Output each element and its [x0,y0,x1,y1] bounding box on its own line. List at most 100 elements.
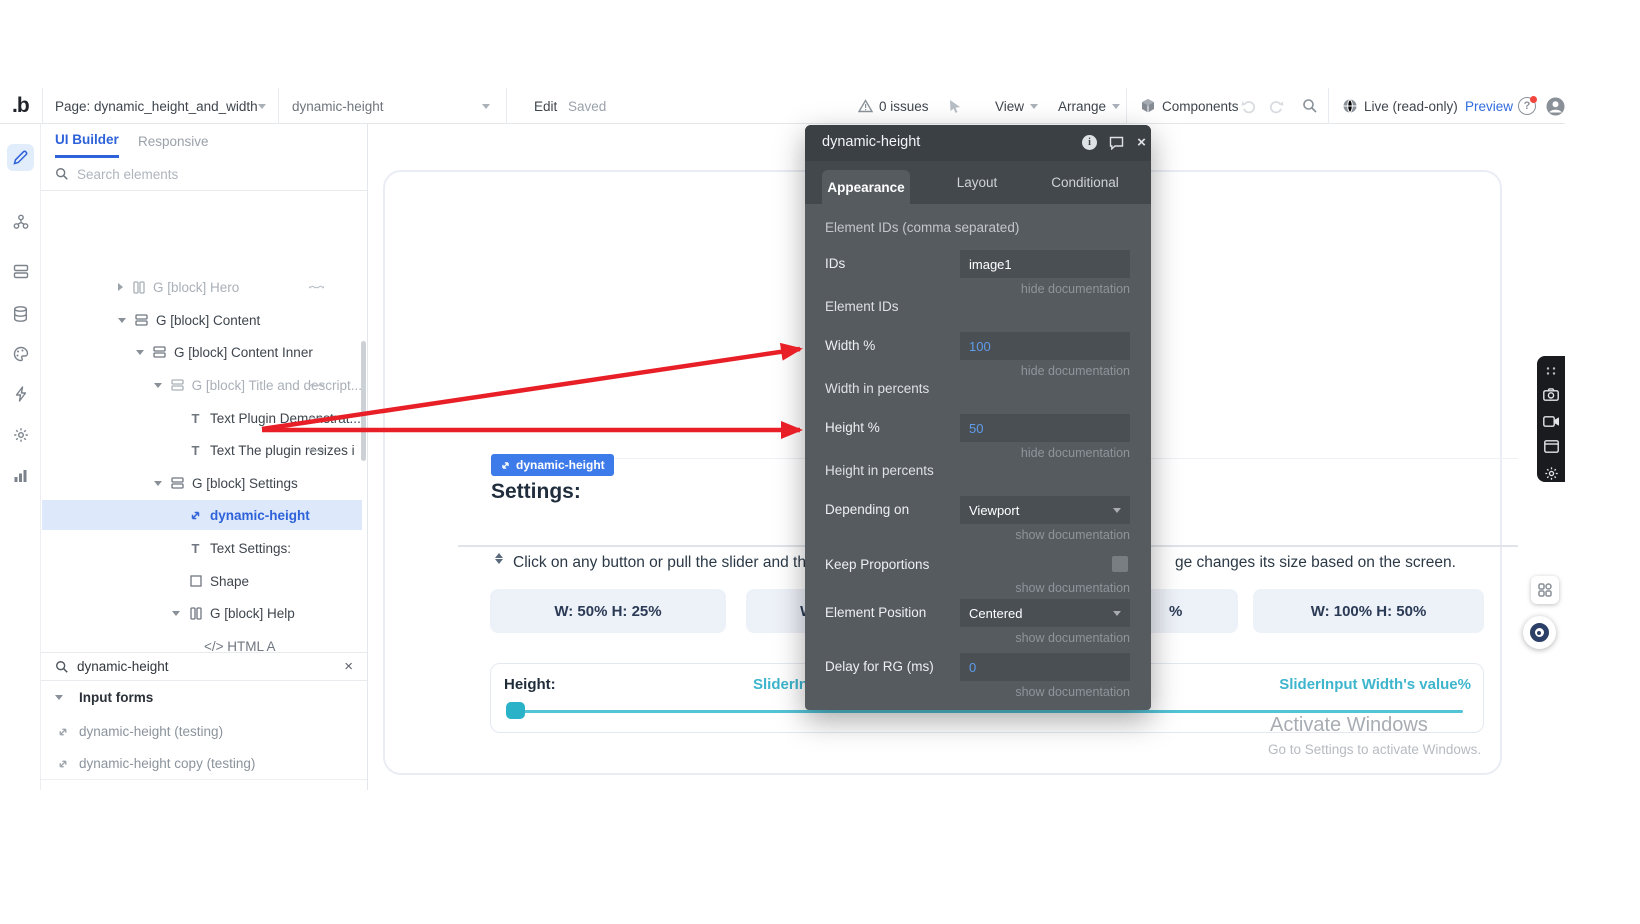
caret-down-icon[interactable] [118,317,126,323]
keep-doc-link[interactable]: show documentation [1015,581,1130,595]
components-button[interactable]: Components [1140,88,1239,124]
position-doc-link[interactable]: show documentation [1015,631,1130,645]
caret-down-icon[interactable] [172,610,180,616]
edit-mode-button[interactable]: Edit [534,88,557,124]
tree-item-text-plugin-resizes[interactable]: T Text The plugin resizes i [42,435,362,465]
assistant-button[interactable] [1523,616,1556,649]
info-icon[interactable]: i [1081,134,1098,151]
preview-button[interactable]: Preview [1465,88,1513,124]
depending-on-label: Depending on [825,502,910,517]
tab-appearance[interactable]: Appearance [822,170,910,204]
tree-item-settings-block[interactable]: G [block] Settings [42,468,362,498]
tree-item-hero[interactable]: G [block] Hero [42,272,362,302]
redo-button[interactable] [1268,88,1285,124]
view-menu[interactable]: View [995,88,1039,124]
tree-item-title-description[interactable]: G [block] Title and descript... [42,370,362,400]
caret-right-icon[interactable] [118,283,123,291]
caret-down-icon [55,695,63,700]
close-icon[interactable]: × [1137,134,1146,151]
result-item[interactable]: dynamic-height (testing) [55,724,223,739]
property-editor-header[interactable]: dynamic-height i × [805,125,1151,161]
tab-layout[interactable]: Layout [935,161,1019,204]
window-icon[interactable] [1543,440,1559,458]
account-button[interactable] [1546,88,1565,124]
search-button[interactable] [1302,88,1318,124]
divider [42,88,43,124]
plugins-tab-button[interactable] [7,380,34,407]
bubble-logo[interactable]: .b [12,88,30,124]
tree-item-help-block[interactable]: G [block] Help [42,598,362,628]
width-caption: Width in percents [825,381,930,396]
tab-ui-builder[interactable]: UI Builder [55,124,119,158]
selected-element-badge[interactable]: dynamic-height [491,454,614,476]
arrange-menu[interactable]: Arrange [1058,88,1121,124]
size-button-50-25[interactable]: W: 50% H: 25% [490,589,726,633]
notification-dot [1530,96,1537,103]
filter-search-input[interactable] [77,659,327,674]
depending-doc-link[interactable]: show documentation [1015,528,1130,542]
undo-button[interactable] [1240,88,1257,124]
styles-tab-button[interactable] [7,340,34,367]
cursor-tool-button[interactable] [948,88,962,124]
gear-icon[interactable] [1544,466,1559,486]
camera-icon[interactable] [1543,388,1559,406]
element-selector[interactable]: dynamic-height [292,88,384,124]
tree-item-shape[interactable]: Shape [42,566,362,596]
delay-doc-link[interactable]: show documentation [1015,685,1130,699]
tree-scrollbar[interactable] [361,341,366,461]
caret-down-icon[interactable] [154,382,162,388]
resize-arrow-icon [55,758,70,770]
width-input[interactable]: 100 [960,332,1130,360]
tab-conditional[interactable]: Conditional [1035,161,1135,204]
ids-input[interactable]: image1 [960,250,1130,278]
user-avatar-icon [1546,97,1565,115]
slider-track[interactable] [508,710,1463,713]
tree-item-content-inner[interactable]: G [block] Content Inner [42,337,362,367]
size-button-100-50[interactable]: W: 100% H: 50% [1253,589,1484,633]
issues-indicator[interactable]: 0 issues [858,88,929,124]
clear-search-icon[interactable]: × [344,658,353,675]
search-elements-input[interactable] [77,166,317,182]
caret-down-icon[interactable] [136,349,144,355]
search-icon [1303,99,1317,113]
slider-handle[interactable] [506,702,525,719]
drag-dots-icon[interactable] [1546,362,1556,380]
tree-item-content[interactable]: G [block] Content [42,305,362,335]
results-group-header[interactable]: Input forms [55,690,153,705]
tree-item-dynamic-height[interactable]: dynamic-height [42,500,362,530]
ids-doc-link[interactable]: hide documentation [1020,282,1130,296]
database-icon [13,305,28,322]
page-selector[interactable]: Page: dynamic_height_and_width [55,88,258,124]
tree-item-text-plugin-demonstration[interactable]: T Text Plugin Demonstrat... [42,403,362,433]
tree-item-html-a[interactable]: </> HTML A [42,631,362,661]
divider [506,88,507,124]
help-button[interactable]: ? [1518,88,1537,124]
element-filter-search: × [41,652,367,681]
design-tab-button[interactable] [7,144,34,171]
caret-down-icon[interactable] [154,480,162,486]
width-doc-link[interactable]: hide documentation [1020,364,1130,378]
depending-on-dropdown[interactable]: Viewport [960,496,1130,524]
comment-icon[interactable] [1108,134,1125,151]
video-camera-icon[interactable] [1542,414,1560,432]
tree-item-text-settings[interactable]: T Text Settings: [42,533,362,563]
chevron-down-icon[interactable] [258,104,266,109]
keep-proportions-checkbox[interactable] [1112,556,1128,572]
depending-on-value: Viewport [969,502,1020,518]
apps-grid-button[interactable] [1531,576,1559,604]
height-doc-link[interactable]: hide documentation [1020,446,1130,460]
logs-tab-button[interactable] [7,462,34,489]
delay-input[interactable]: 0 [960,653,1130,681]
element-position-dropdown[interactable]: Centered [960,599,1130,627]
pages-tab-button[interactable] [7,258,34,285]
workflow-tab-button[interactable] [7,208,34,235]
result-item[interactable]: dynamic-height copy (testing) [55,756,255,771]
height-input[interactable]: 50 [960,414,1130,442]
live-mode-button[interactable]: Live (read-only) [1342,88,1458,124]
settings-tab-button[interactable] [7,421,34,448]
gear-icon [13,427,28,442]
badge-label: dynamic-height [516,458,605,472]
chevron-down-icon[interactable] [482,104,490,109]
tab-responsive[interactable]: Responsive [138,124,209,158]
data-tab-button[interactable] [7,300,34,327]
